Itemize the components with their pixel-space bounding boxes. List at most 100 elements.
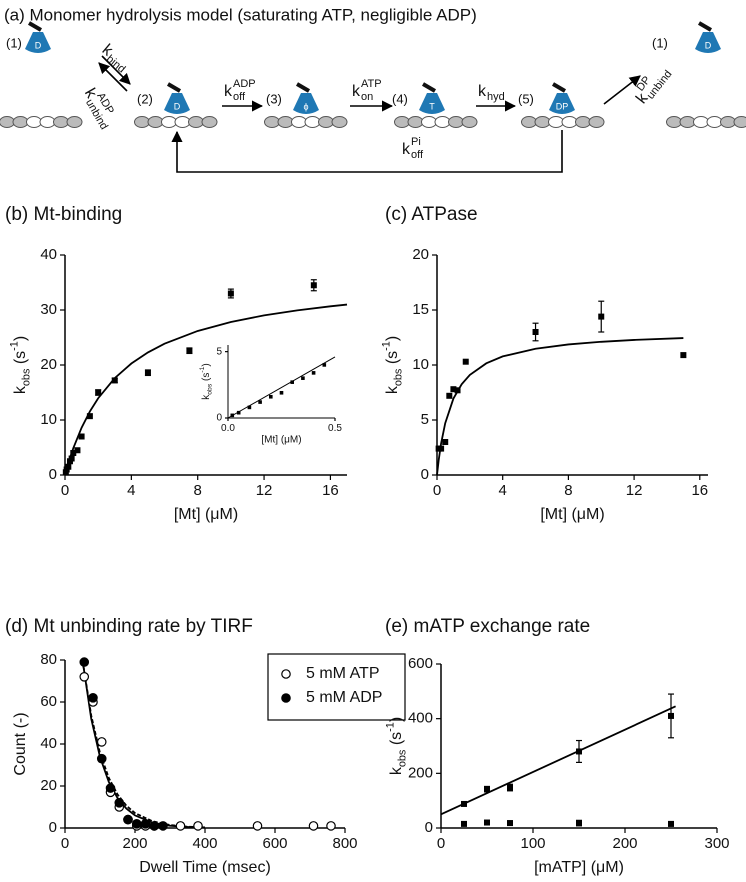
data-point xyxy=(442,439,449,445)
tubulin xyxy=(161,116,177,128)
y-tick-label: 600 xyxy=(408,655,433,672)
axis-label-part: ) xyxy=(384,336,401,341)
rate-superscript: ADP xyxy=(233,78,256,90)
data-point xyxy=(258,400,262,404)
nucleotide: D xyxy=(705,40,712,50)
motor-head xyxy=(419,93,445,114)
data-point xyxy=(438,445,445,452)
tubulin xyxy=(421,116,437,128)
y-tick-label: 10 xyxy=(412,356,429,373)
fit-curve xyxy=(436,337,684,476)
motor: D xyxy=(695,21,721,53)
axis-label-part: ) xyxy=(201,363,212,366)
tubulin xyxy=(0,116,15,128)
rate-symbol: k xyxy=(478,83,487,100)
tubulin xyxy=(588,116,605,128)
x-tick-label: 0 xyxy=(437,835,445,852)
data-point xyxy=(311,371,316,375)
tubulin xyxy=(733,116,746,128)
x-tick-label: 200 xyxy=(122,835,147,852)
microtubule xyxy=(134,116,218,128)
rate-subscript: off xyxy=(411,149,424,161)
fit-curve xyxy=(81,659,206,829)
tubulin xyxy=(434,116,451,128)
data-point xyxy=(140,818,151,829)
tubulin xyxy=(291,116,307,128)
tubulin xyxy=(264,116,280,128)
tubulin xyxy=(26,116,42,128)
axis-label: Count (-) xyxy=(12,712,29,775)
data-point xyxy=(484,819,490,826)
legend-marker xyxy=(281,669,291,679)
microtubule xyxy=(394,116,478,128)
tubulin xyxy=(679,116,696,128)
axis-label-part: obs xyxy=(20,368,32,386)
rate-subscript: hyd xyxy=(487,91,505,103)
legend-label: 5 mM ATP xyxy=(306,665,380,682)
y-tick-label: 5 xyxy=(216,346,222,357)
microtubule xyxy=(521,116,605,128)
tubulin xyxy=(575,116,591,128)
fit-curve xyxy=(64,303,348,476)
axis-label-part: ) xyxy=(12,336,29,341)
data-point xyxy=(227,290,234,297)
axis-label: kobs (s-1) xyxy=(380,336,404,394)
tubulin xyxy=(147,116,164,128)
x-tick-label: 0 xyxy=(61,482,69,499)
y-tick-label: 30 xyxy=(40,301,57,318)
y-tick-label: 0 xyxy=(425,819,433,836)
rate-label: k hyd xyxy=(478,83,505,103)
x-axis-label: [Mt] (μM) xyxy=(174,506,238,523)
nucleotide: T xyxy=(429,101,435,111)
y-tick-label: 20 xyxy=(40,777,57,794)
motor: ϕ xyxy=(293,82,319,114)
data-point xyxy=(301,376,305,380)
axis-label-part: k xyxy=(201,394,212,400)
data-point xyxy=(532,329,539,335)
motor-head xyxy=(293,93,319,114)
y-tick-label: 0 xyxy=(49,819,57,836)
chart-title: (c) ATPase xyxy=(385,204,478,225)
data-point xyxy=(598,313,605,320)
axis-label-part: (s xyxy=(201,373,212,384)
data-point xyxy=(79,671,90,682)
tubulin xyxy=(461,116,478,128)
data-point xyxy=(105,783,116,793)
state-label: (2) xyxy=(137,91,153,106)
data-point xyxy=(78,433,85,440)
data-point xyxy=(310,282,317,289)
tubulin xyxy=(12,116,29,128)
data-point xyxy=(322,363,327,367)
data-point xyxy=(193,821,203,831)
data-point xyxy=(252,821,263,831)
data-point xyxy=(158,821,168,831)
axis-label: kobs (s-1) xyxy=(8,336,32,394)
data-point xyxy=(65,463,72,470)
arrow xyxy=(171,130,563,173)
axis-label-part: obs xyxy=(392,368,404,386)
data-point xyxy=(230,413,235,418)
data-point xyxy=(114,797,125,808)
neck-linker xyxy=(166,82,182,93)
data-point xyxy=(446,392,453,399)
y-tick-label: 5 xyxy=(421,411,429,428)
tubulin xyxy=(188,116,204,128)
tubulin xyxy=(666,116,682,128)
data-point xyxy=(86,413,93,420)
state-label: (1) xyxy=(652,35,668,50)
data-point xyxy=(70,450,77,456)
rate-symbol: k xyxy=(352,83,361,100)
y-tick-label: 0 xyxy=(49,466,57,483)
data-point xyxy=(269,394,273,399)
state-label: (1) xyxy=(6,35,22,50)
y-tick-label: 200 xyxy=(408,764,433,781)
x-axis-label: [mATP] (μM) xyxy=(534,859,624,876)
data-point xyxy=(149,821,160,831)
data-point xyxy=(96,753,107,764)
motor-head xyxy=(549,93,575,114)
tubulin xyxy=(53,116,69,128)
